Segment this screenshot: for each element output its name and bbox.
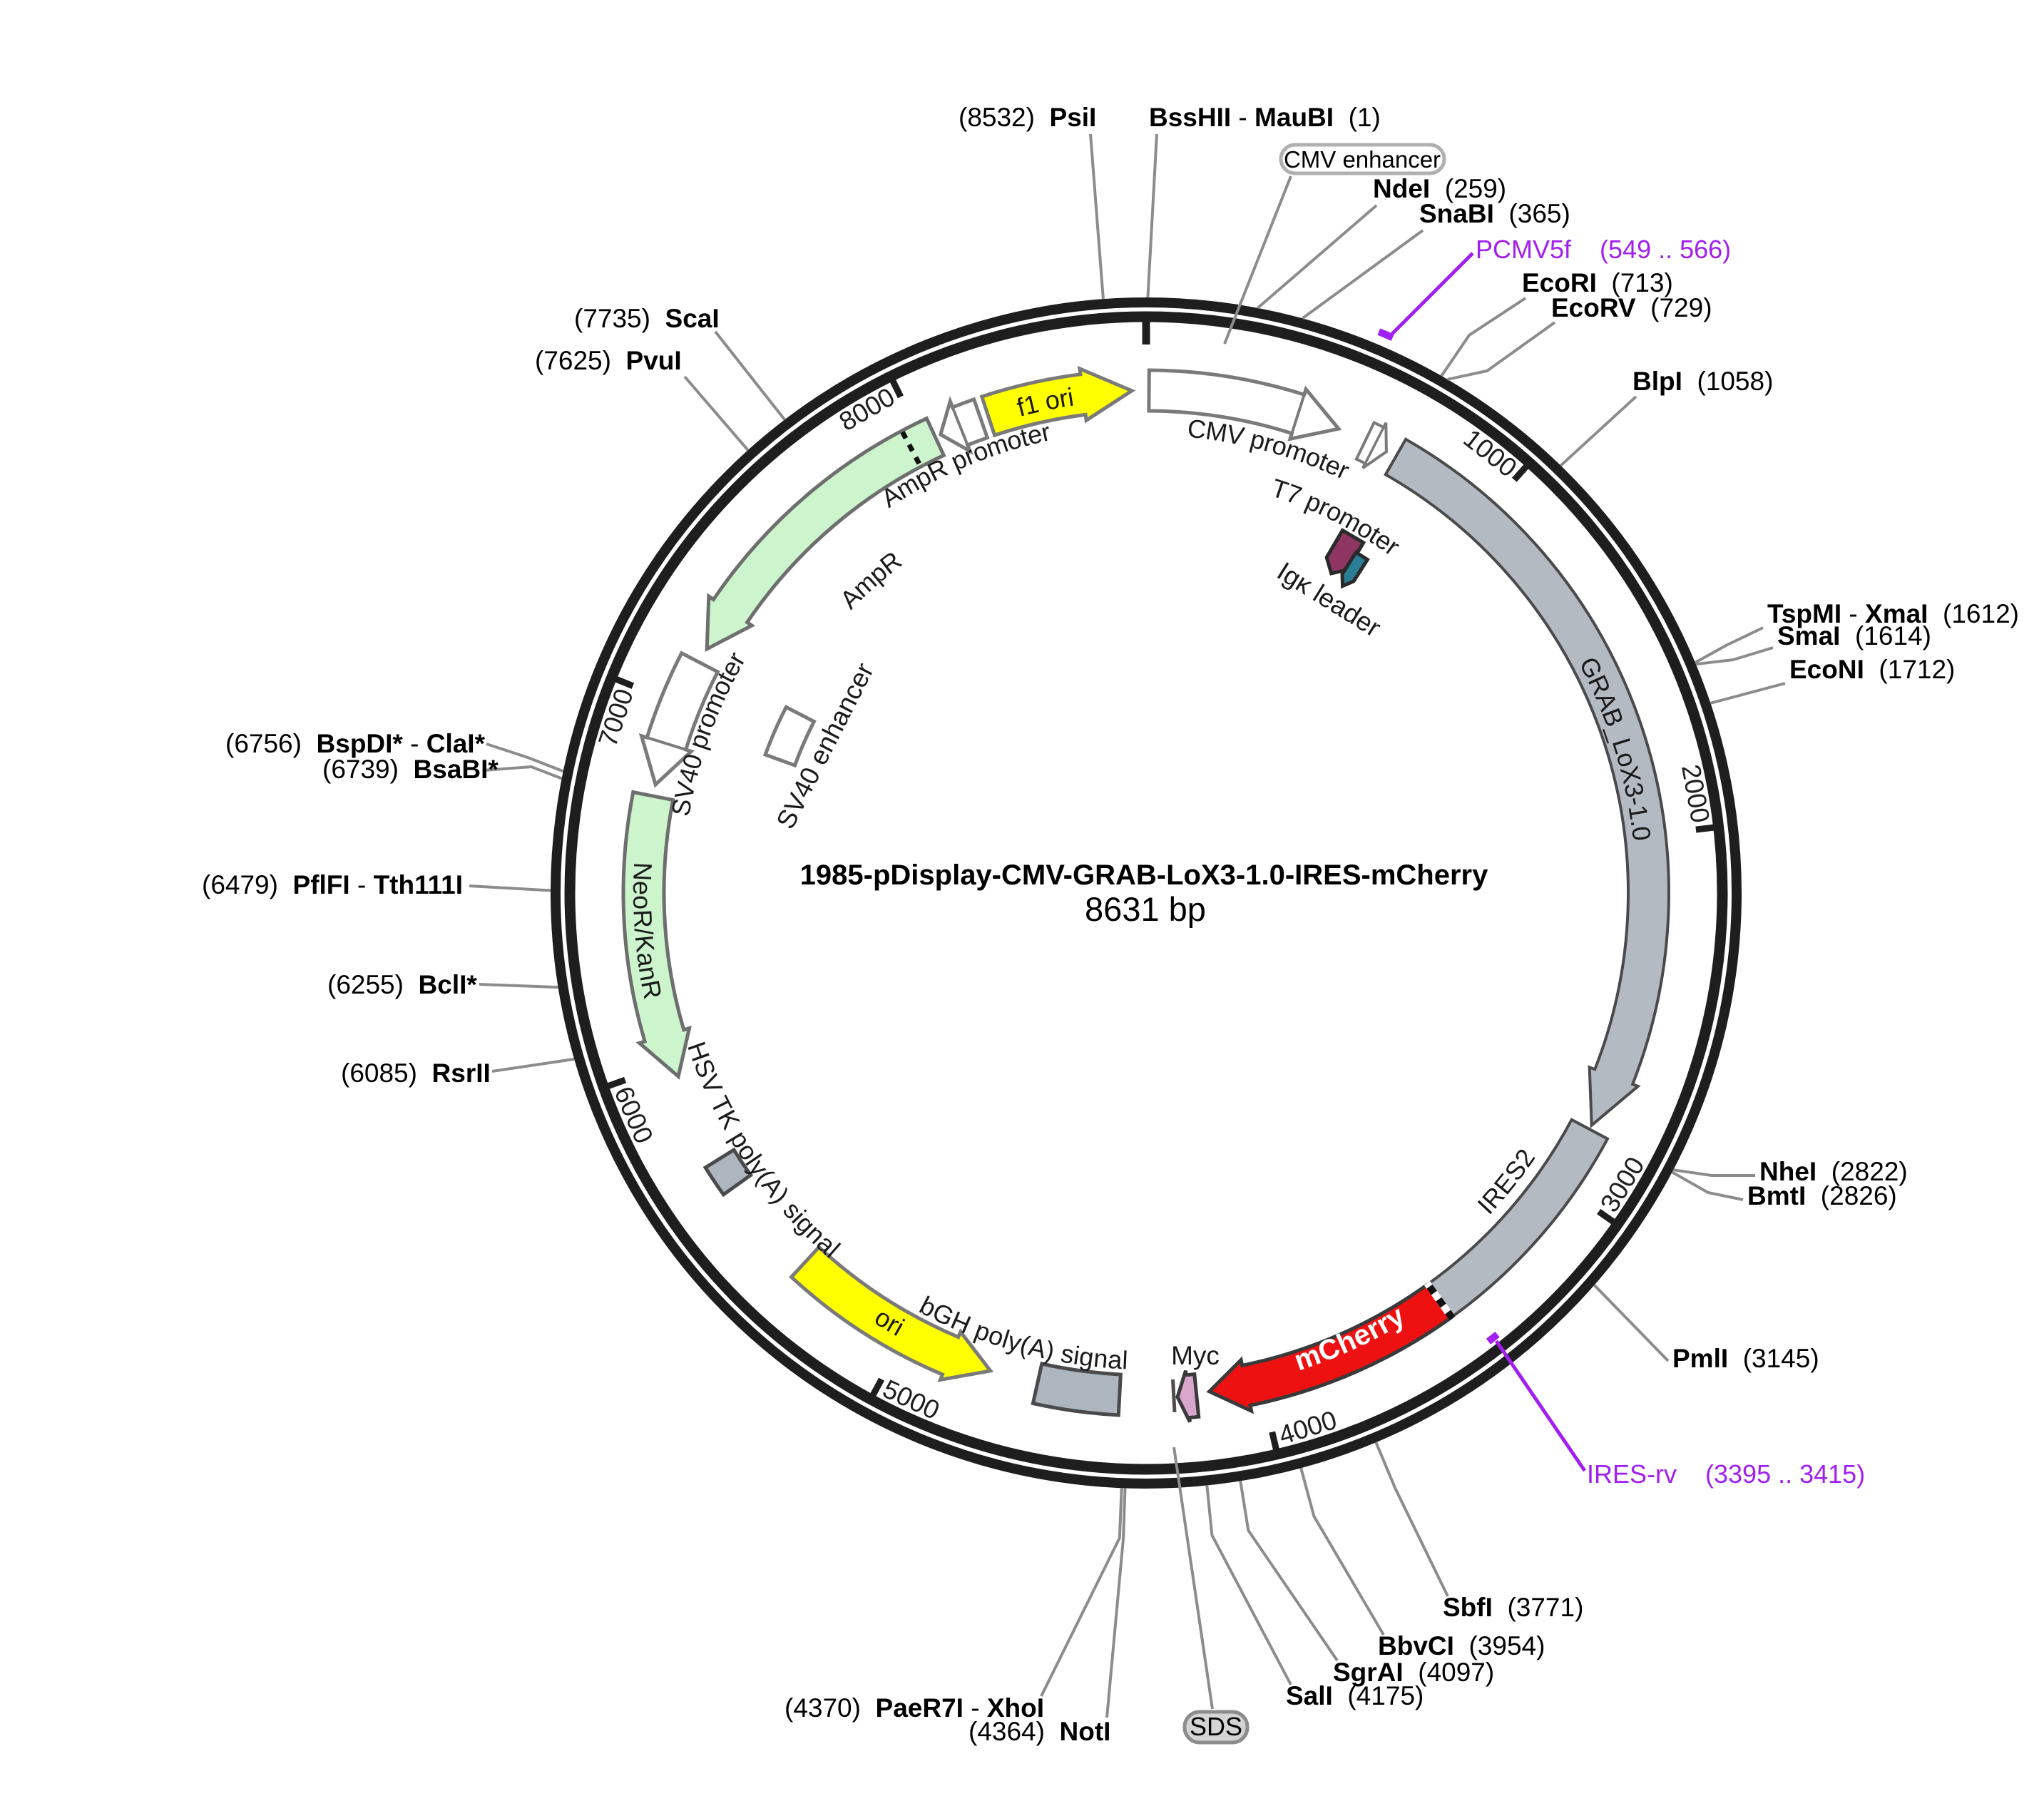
svg-text:(4364) NotI: (4364) NotI — [969, 1717, 1110, 1746]
svg-text:PmlI (3145): PmlI (3145) — [1672, 1344, 1819, 1373]
svg-text:(6255) BclI*: (6255) BclI* — [327, 970, 477, 999]
svg-text:SDS: SDS — [1190, 1712, 1242, 1741]
svg-text:SalI (4175): SalI (4175) — [1286, 1681, 1424, 1710]
svg-text:TspMI - XmaI (1612): TspMI - XmaI (1612) — [1767, 599, 2019, 628]
svg-text:8631 bp: 8631 bp — [1085, 890, 1206, 928]
svg-text:SbfI (3771): SbfI (3771) — [1443, 1593, 1583, 1622]
svg-text:1985-pDisplay-CMV-GRAB-LoX3-1.: 1985-pDisplay-CMV-GRAB-LoX3-1.0-IRES-mCh… — [800, 859, 1488, 891]
svg-text:BlpI (1058): BlpI (1058) — [1632, 367, 1773, 396]
svg-text:IRES-rv (3395 .. 3415): IRES-rv (3395 .. 3415) — [1587, 1459, 1865, 1489]
svg-text:(6479) PflFI - Tth111I: (6479) PflFI - Tth111I — [202, 870, 463, 899]
svg-text:EcoRV (729): EcoRV (729) — [1551, 293, 1712, 322]
svg-text:(7735) ScaI: (7735) ScaI — [574, 304, 720, 333]
svg-text:BbvCI (3954): BbvCI (3954) — [1378, 1631, 1545, 1660]
svg-text:BmtI (2826): BmtI (2826) — [1747, 1181, 1897, 1210]
svg-text:Myc: Myc — [1171, 1341, 1220, 1370]
svg-text:(4370) PaeR7I - XhoI: (4370) PaeR7I - XhoI — [785, 1693, 1044, 1723]
svg-text:SnaBI (365): SnaBI (365) — [1419, 199, 1570, 228]
svg-text:(8532) PsiI: (8532) PsiI — [959, 103, 1096, 132]
svg-text:EcoRI (713): EcoRI (713) — [1522, 268, 1673, 297]
svg-text:(6756) BspDI* - ClaI*: (6756) BspDI* - ClaI* — [225, 729, 486, 758]
svg-text:SgrAI (4097): SgrAI (4097) — [1333, 1658, 1494, 1687]
svg-text:BssHII - MauBI (1): BssHII - MauBI (1) — [1149, 103, 1381, 132]
svg-text:NdeI (259): NdeI (259) — [1373, 174, 1506, 203]
svg-text:NheI (2822): NheI (2822) — [1759, 1157, 1908, 1186]
svg-text:PCMV5f (549 .. 566): PCMV5f (549 .. 566) — [1476, 235, 1731, 264]
svg-text:CMV enhancer: CMV enhancer — [1284, 146, 1441, 173]
svg-text:SmaI (1614): SmaI (1614) — [1777, 621, 1931, 650]
svg-text:(6739) BsaBI*: (6739) BsaBI* — [322, 755, 499, 784]
svg-text:(6085) RsrII: (6085) RsrII — [341, 1058, 491, 1088]
svg-text:(7625) PvuI: (7625) PvuI — [535, 346, 682, 375]
svg-text:EcoNI (1712): EcoNI (1712) — [1789, 655, 1955, 684]
